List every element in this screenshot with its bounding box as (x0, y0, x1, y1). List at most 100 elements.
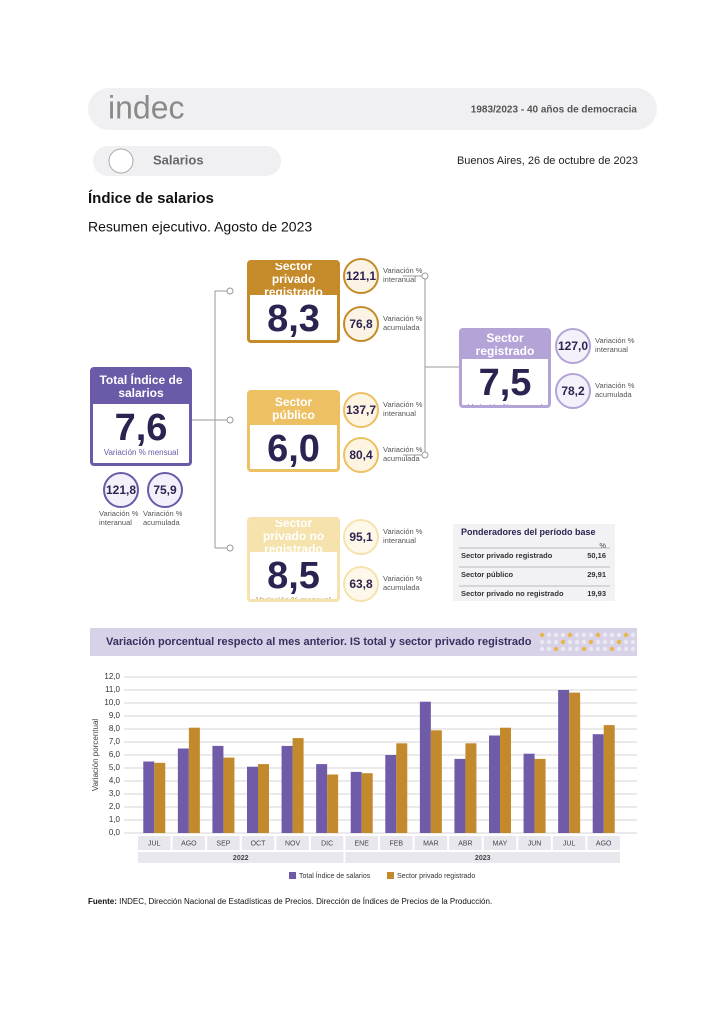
y-tick-label: 4,0 (109, 776, 121, 785)
x-tick-label: DIC (321, 840, 333, 847)
dot (560, 632, 566, 638)
x-tick-label: ENE (355, 840, 370, 847)
y-tick-label: 7,0 (109, 737, 121, 746)
decoration (539, 632, 636, 652)
dot (539, 639, 545, 645)
index-caption: Variación % mensual (250, 469, 337, 472)
y-tick-label: 10,0 (104, 698, 120, 707)
x-tick-box (241, 836, 275, 850)
dot (616, 632, 622, 638)
index-caption: Variación % mensual (250, 339, 337, 340)
stat-label: Variación % acumulada (595, 381, 635, 399)
stat-circle: 78,2 (555, 373, 591, 409)
dot (623, 632, 629, 638)
section-bar (93, 146, 281, 176)
bar (223, 757, 235, 833)
bar (188, 727, 200, 833)
index-box: Total Índice de salarios 7,6 Variación % m… (90, 367, 192, 466)
stat-circle: 75,9 (147, 472, 183, 508)
y-tick-label: 9,0 (109, 711, 121, 720)
tagline: 1983/2023 - 40 años de democracia (471, 105, 638, 116)
dot (630, 632, 636, 638)
stat-label: Variación % acumulada (383, 445, 423, 463)
y-tick-label: 8,0 (109, 724, 121, 733)
dot (567, 639, 573, 645)
dot (546, 646, 552, 652)
bar (177, 748, 189, 833)
stat-circle: 137,7 (343, 392, 379, 428)
stat-label: Variación % interanual (383, 266, 423, 284)
index-title: Sector privado no registrado (250, 520, 337, 555)
index-value: 8,3 (267, 298, 320, 340)
connector-dots (226, 272, 429, 552)
weights-unit: % (599, 541, 606, 550)
bar (534, 758, 546, 833)
stat-label: Variación % interanual (99, 509, 139, 527)
dot (616, 639, 622, 645)
bar (281, 745, 293, 833)
x-tick-box (380, 836, 413, 850)
index-title: Sector privado registrado (250, 263, 337, 298)
x-tick-box (345, 836, 378, 850)
y-tick-label: 2,0 (109, 802, 121, 811)
index-value: 7,5 (478, 362, 532, 404)
source-text: INDEC, Dirección Nacional de Estadística… (116, 897, 493, 906)
weights-value: 50,16 (587, 551, 606, 560)
stat-circle: 80,4 (343, 437, 379, 473)
x-tick-box (414, 836, 448, 850)
y-tick-label: 5,0 (109, 763, 121, 772)
dot (553, 639, 559, 645)
x-tick-box (276, 836, 309, 850)
index-title: Sector público (250, 393, 337, 425)
logo: indec (108, 89, 185, 125)
header-bar (88, 88, 657, 130)
weights-value: 19,93 (587, 589, 606, 598)
dot (602, 632, 608, 638)
dot (581, 639, 587, 645)
dot (560, 639, 566, 645)
bar (569, 692, 581, 833)
stat-circle: 121,8 (103, 472, 139, 508)
bar (247, 766, 258, 833)
x-tick-label: MAY (493, 840, 508, 847)
chart-title-band (90, 628, 637, 656)
bar (419, 701, 431, 833)
dot (581, 632, 587, 638)
y-tick-label: 12,0 (104, 672, 120, 681)
x-tick-label: NOV (285, 840, 301, 847)
stat-circle: 76,8 (343, 306, 379, 342)
bar (316, 764, 328, 833)
x-tick-label: ABR (458, 840, 472, 847)
index-caption: Variación % mensual (467, 403, 543, 408)
stat-circle: 127,0 (555, 328, 591, 364)
x-tick-label: MAR (423, 840, 439, 847)
stat-label: Variación % acumulada (383, 314, 423, 332)
stat-label: Variación % interanual (595, 336, 635, 354)
x-tick-label: OCT (251, 840, 267, 847)
bar (396, 743, 408, 833)
date: Buenos Aires, 26 de octubre de 2023 (457, 155, 638, 167)
weights-title: Ponderadores del período base (461, 527, 596, 537)
x-tick-box (518, 836, 551, 850)
bar (385, 755, 397, 833)
dot (588, 646, 594, 652)
dot (574, 632, 580, 638)
x-tick-box (483, 836, 517, 850)
x-tick-label: SEP (216, 840, 230, 847)
dot (574, 639, 580, 645)
y-axis-title: Variación porcentual (91, 719, 100, 792)
bar (500, 727, 511, 833)
section-icon (108, 148, 134, 174)
x-tick-box (172, 836, 206, 850)
weights-panel (453, 524, 615, 601)
y-tick-label: 6,0 (109, 750, 121, 759)
bar (592, 734, 604, 833)
dot (539, 646, 545, 652)
dot (553, 646, 559, 652)
stat-label: Variación % interanual (383, 400, 423, 418)
dot (630, 646, 636, 652)
index-title: Sector registrado (462, 331, 548, 359)
